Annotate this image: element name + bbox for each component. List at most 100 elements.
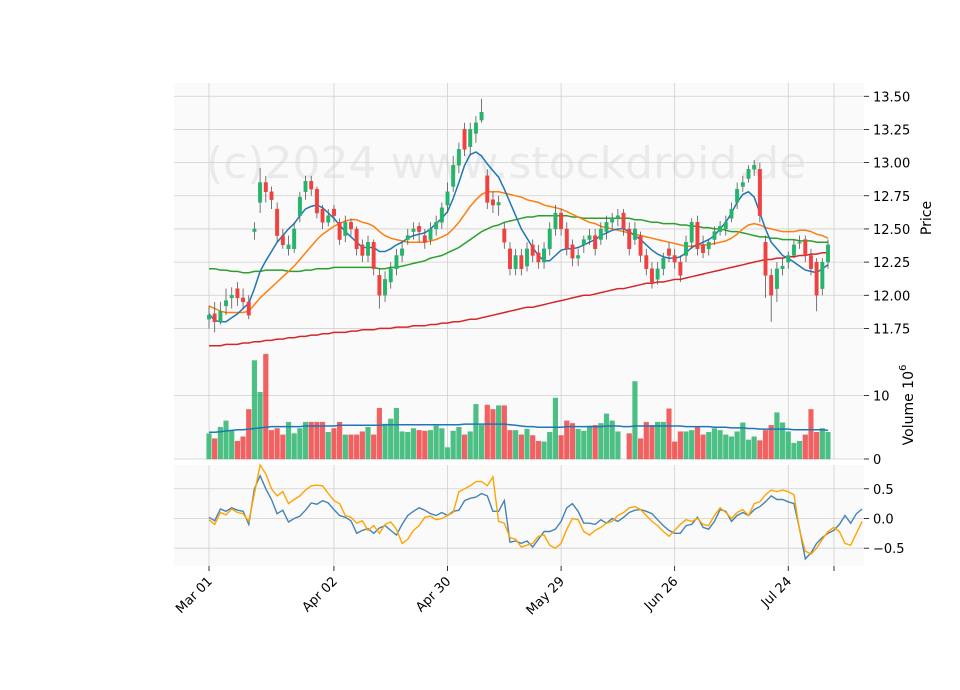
candlestick — [229, 287, 234, 309]
candle-body — [508, 248, 512, 269]
candle-body — [462, 129, 467, 150]
volume-bar — [774, 412, 780, 460]
candlestick — [814, 258, 819, 312]
volume-bar — [376, 407, 382, 460]
candlestick — [411, 222, 416, 240]
candlestick — [570, 239, 575, 267]
candlestick — [377, 268, 382, 309]
volume-bar — [501, 405, 507, 460]
candle-body — [678, 261, 683, 276]
volume-bar — [405, 432, 411, 460]
candlestick — [627, 222, 632, 256]
volume-bar — [439, 428, 445, 460]
price-y-tick-label: 12.75 — [873, 190, 910, 205]
volume-bar — [331, 428, 337, 460]
volume-bar — [581, 430, 587, 460]
candlestick — [456, 142, 461, 174]
candle-body — [746, 169, 751, 179]
candlestick — [598, 222, 603, 245]
volume-bar — [212, 438, 218, 460]
candle-body — [718, 226, 723, 232]
volume-bar — [711, 428, 718, 460]
volume-bar — [268, 430, 275, 460]
candlestick — [275, 202, 280, 243]
candlestick — [445, 182, 450, 214]
x-tick-label: May 29 — [524, 574, 568, 618]
volume-bar — [530, 435, 536, 460]
candlestick — [763, 235, 768, 298]
price-y-tick-label: 12.00 — [873, 289, 910, 304]
candle-body — [593, 235, 598, 250]
volume-bar — [779, 422, 786, 460]
candlestick — [473, 116, 478, 143]
candle-body — [224, 300, 228, 307]
volume-bar — [558, 435, 564, 460]
volume-axis-label-text: Volume 10 — [901, 371, 917, 445]
candle-body — [275, 208, 280, 236]
candle-body — [780, 265, 785, 269]
candle-body — [326, 215, 331, 223]
sma50-line — [208, 191, 829, 314]
price-y-tick-label: 12.50 — [873, 223, 910, 238]
candle-body — [309, 180, 314, 190]
volume-bar — [291, 433, 297, 460]
price-y-tick-label: 13.25 — [873, 123, 910, 138]
price-y-tick-label: 13.00 — [873, 157, 910, 172]
price-y-tick-label: 11.75 — [873, 322, 910, 337]
candle-body — [241, 297, 246, 303]
candlestick — [740, 175, 745, 192]
candlestick — [678, 255, 683, 283]
volume-bar — [723, 434, 729, 460]
candle-body — [468, 129, 473, 147]
candle-body — [445, 191, 450, 206]
oscillator-line-2 — [208, 463, 863, 555]
candlestick — [246, 295, 251, 320]
candle-body — [439, 207, 444, 223]
volume-bar — [791, 442, 797, 460]
volume-bar — [717, 430, 723, 460]
candlestick — [581, 235, 586, 253]
candlestick — [343, 215, 348, 243]
candle-body — [786, 255, 791, 263]
oscillator-y-tick-label: 0.0 — [873, 512, 894, 527]
candle-body — [314, 188, 319, 214]
volume-bar — [757, 440, 763, 460]
volume-bar — [615, 431, 621, 460]
candle-body — [536, 252, 541, 263]
candle-body — [735, 188, 740, 203]
candle-body — [525, 248, 529, 267]
volume-bar — [626, 433, 632, 460]
candle-body — [701, 244, 706, 254]
candle-body — [763, 242, 768, 276]
candle-body — [218, 310, 223, 323]
volume-bar — [819, 428, 825, 460]
volume-bar — [524, 428, 530, 460]
volume-bar — [348, 434, 354, 460]
candle-body — [207, 314, 211, 320]
candle-body — [252, 228, 257, 232]
candle-body — [564, 228, 569, 250]
volume-bar — [660, 421, 666, 460]
oscillator-y-tick-label: −0.5 — [873, 542, 905, 557]
candlestick — [604, 215, 609, 240]
candle-body — [809, 255, 813, 269]
x-tick-label: Mar 01 — [173, 574, 216, 617]
candle-body — [354, 228, 359, 250]
volume-bar — [694, 426, 700, 460]
volume-bar — [762, 430, 769, 460]
candlestick — [809, 248, 813, 276]
volume-bar — [444, 447, 451, 460]
volume-bar — [365, 426, 371, 460]
candle-body — [377, 275, 382, 296]
candlestick — [502, 222, 507, 249]
candle-body — [752, 165, 757, 170]
volume-bar — [541, 441, 547, 460]
candlestick — [610, 213, 615, 229]
x-tick-label: Jun 26 — [641, 574, 681, 614]
candle-body — [581, 239, 586, 246]
candle-body — [331, 208, 336, 216]
candle-body — [769, 275, 774, 296]
volume-bar — [547, 432, 553, 460]
volume-axis-label: Volume 106 — [898, 365, 917, 446]
